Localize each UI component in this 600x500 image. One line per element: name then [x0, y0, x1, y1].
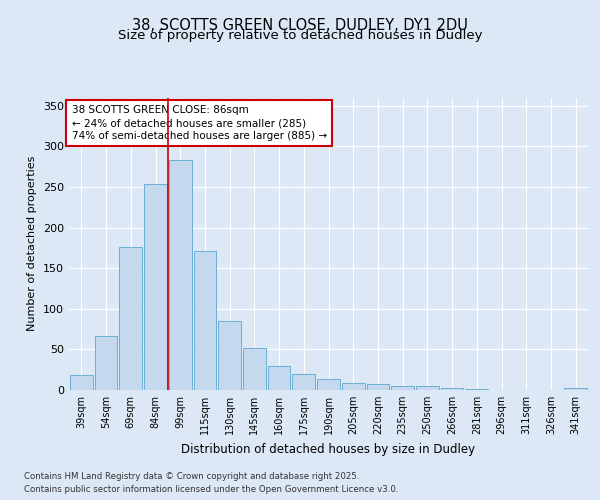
Y-axis label: Number of detached properties: Number of detached properties — [28, 156, 37, 332]
Bar — [391, 386, 414, 390]
Bar — [169, 160, 191, 390]
Text: 38, SCOTTS GREEN CLOSE, DUDLEY, DY1 2DU: 38, SCOTTS GREEN CLOSE, DUDLEY, DY1 2DU — [132, 18, 468, 32]
Bar — [466, 389, 488, 390]
Text: Contains public sector information licensed under the Open Government Licence v3: Contains public sector information licen… — [24, 485, 398, 494]
Bar — [218, 321, 241, 390]
Bar — [243, 348, 266, 390]
X-axis label: Distribution of detached houses by size in Dudley: Distribution of detached houses by size … — [181, 442, 476, 456]
Bar — [119, 247, 142, 390]
Text: Size of property relative to detached houses in Dudley: Size of property relative to detached ho… — [118, 29, 482, 42]
Bar — [317, 378, 340, 390]
Text: 38 SCOTTS GREEN CLOSE: 86sqm
← 24% of detached houses are smaller (285)
74% of s: 38 SCOTTS GREEN CLOSE: 86sqm ← 24% of de… — [71, 105, 327, 141]
Bar — [292, 374, 315, 390]
Bar — [441, 388, 463, 390]
Bar — [194, 251, 216, 390]
Bar — [95, 336, 118, 390]
Bar — [367, 384, 389, 390]
Bar — [564, 388, 587, 390]
Bar — [268, 366, 290, 390]
Bar — [70, 376, 93, 390]
Bar — [144, 184, 167, 390]
Text: Contains HM Land Registry data © Crown copyright and database right 2025.: Contains HM Land Registry data © Crown c… — [24, 472, 359, 481]
Bar — [416, 386, 439, 390]
Bar — [342, 382, 365, 390]
